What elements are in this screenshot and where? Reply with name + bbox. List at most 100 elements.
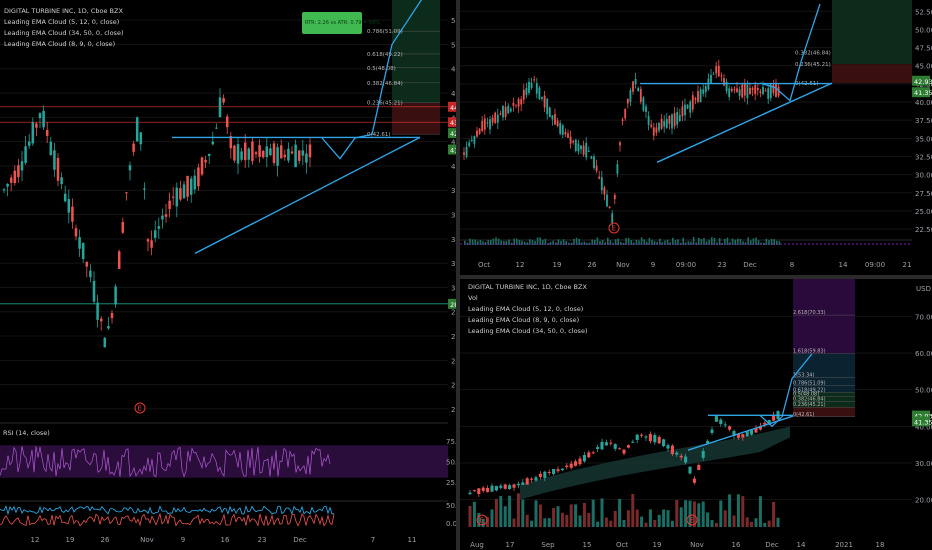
volume-bar	[729, 242, 731, 245]
tr-candle	[634, 78, 637, 85]
volume-bar	[690, 241, 692, 245]
price-badge	[448, 144, 456, 155]
tr-candle	[759, 91, 762, 93]
fib-zone-green	[793, 392, 855, 408]
volume-bar	[703, 237, 705, 245]
br-candle	[560, 468, 564, 471]
br-candle	[530, 478, 534, 480]
volume-bar	[657, 514, 661, 527]
volume-bar	[552, 240, 554, 245]
tr-candle	[543, 95, 546, 108]
left-candle	[240, 151, 243, 160]
tr-candle	[463, 152, 465, 155]
volume-bar	[469, 238, 471, 245]
left-candle	[279, 145, 283, 159]
x-tick-label: 12	[516, 261, 525, 269]
indicator-legend: Leading EMA Cloud (34, 50, 0, close)	[4, 29, 123, 37]
volume-bar	[479, 240, 482, 245]
volume-bar	[521, 240, 523, 245]
vertical-divider[interactable]	[456, 0, 460, 550]
tr-candle	[673, 113, 676, 127]
price-badge-label: 41.35	[914, 418, 932, 426]
x-tick-label: 15	[583, 541, 592, 549]
volume-bar	[505, 240, 508, 245]
volume-bar	[547, 518, 551, 527]
br-candle	[556, 469, 560, 472]
x-tick-label: Nov	[616, 261, 630, 269]
left-candle	[197, 167, 200, 187]
volume-bar	[635, 509, 639, 527]
left-candle	[193, 175, 197, 190]
tr-candle	[468, 142, 471, 147]
x-tick-label: 09:00	[865, 261, 885, 269]
left-candle	[179, 188, 182, 200]
left-candle	[251, 141, 254, 162]
volume-bar	[531, 240, 534, 245]
tr-candle	[728, 88, 731, 98]
br-candle	[552, 468, 556, 475]
horizontal-divider[interactable]	[460, 275, 932, 279]
y-tick-label: 27.50	[915, 190, 932, 198]
tr-candle	[541, 97, 543, 99]
left-candle	[99, 318, 103, 322]
volume-bar	[721, 242, 723, 245]
br-candle	[692, 478, 696, 483]
volume-bar	[638, 240, 640, 245]
left-candle	[229, 136, 233, 149]
tr-candle	[686, 104, 689, 109]
volume-bar	[763, 242, 765, 245]
y-tick-label: 42.00	[451, 139, 456, 147]
left-candle	[207, 153, 211, 156]
tr-candle	[730, 88, 733, 92]
volume-bar	[750, 521, 754, 527]
tr-candle	[608, 206, 611, 208]
br-candle	[675, 452, 679, 455]
tr-candle	[535, 82, 538, 94]
volume-bar	[464, 240, 466, 245]
volume-bar	[503, 506, 507, 527]
tr-candle	[751, 87, 754, 91]
y-tick-label: 26.00	[451, 333, 456, 341]
br-candle	[508, 485, 512, 489]
tr-candle	[502, 106, 504, 118]
volume-bar	[757, 240, 760, 245]
volume-bar	[582, 502, 586, 527]
left-price-panel[interactable]: 52.0050.0048.0046.0044.0042.0040.0038.00…	[0, 0, 456, 550]
volume-bar	[648, 509, 652, 527]
y-tick-label: 46.00	[451, 90, 456, 98]
br-candle	[741, 434, 745, 438]
fib-level-label: 0.236(45.21)	[795, 62, 831, 68]
br-candle	[648, 433, 652, 442]
tr-candle	[689, 101, 692, 113]
tr-candle	[639, 88, 642, 102]
volume-bar	[618, 498, 622, 527]
fib-zone-blue	[793, 353, 855, 393]
x-tick-label: 19	[653, 541, 662, 549]
left-candle	[157, 226, 161, 229]
price-badge	[448, 298, 456, 309]
left-candle	[85, 261, 89, 267]
top-right-price-panel[interactable]: 52.5050.0047.5045.0042.5040.0037.5035.00…	[460, 0, 932, 275]
volume-bar	[754, 518, 758, 527]
left-candle	[53, 150, 56, 170]
tr-candle	[494, 112, 497, 123]
volume-bar	[737, 238, 739, 245]
volume-bar	[594, 239, 596, 245]
tr-candle	[538, 87, 541, 99]
br-candle	[763, 422, 767, 425]
volume-bar	[530, 520, 534, 527]
br-candle	[521, 482, 525, 485]
tr-candle	[678, 115, 681, 122]
tr-candle	[710, 74, 712, 84]
left-candle	[261, 150, 265, 158]
volume-bar	[565, 241, 567, 245]
tr-candle	[637, 87, 640, 92]
volume-bar	[741, 496, 745, 527]
volume-bar	[701, 501, 705, 527]
volume-bar	[508, 495, 512, 527]
price-badge-label: 41.35	[450, 147, 456, 155]
y-tick-label: 30.00	[451, 284, 456, 292]
bottom-right-price-panel[interactable]: 70.00 60.00 50.00 40.00 30.00 20.00 Aug 17 Sep 15…	[460, 279, 932, 550]
fib-level-label: 0.786(51.09)	[367, 29, 403, 35]
volume-bar	[679, 507, 683, 527]
